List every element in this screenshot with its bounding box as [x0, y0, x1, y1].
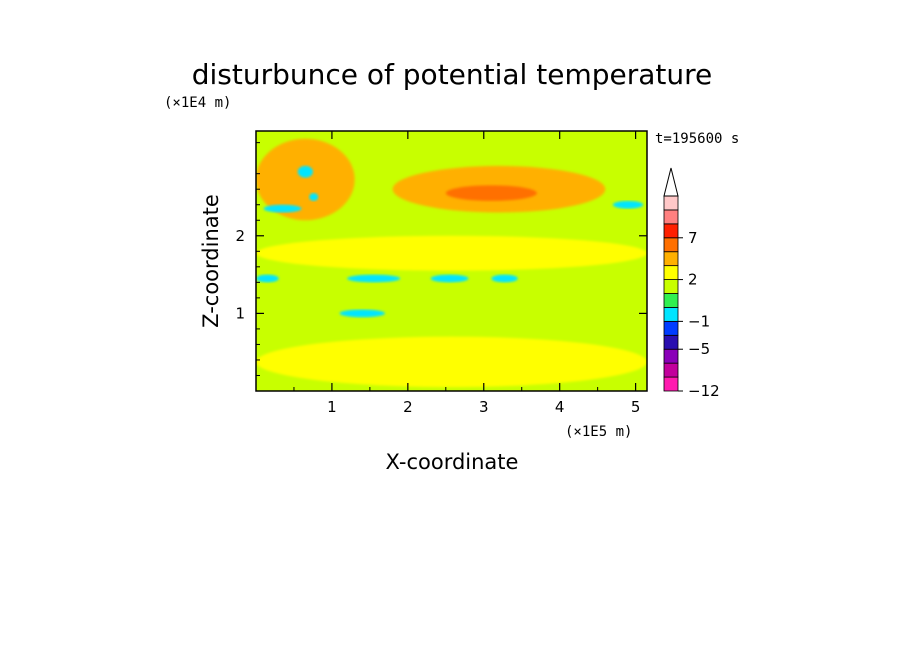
colorbar-segment-0: [663, 376, 679, 392]
x-tick-label-4: 4: [555, 398, 565, 416]
colorbar-segment-6: [663, 293, 679, 308]
contour-region-8: [263, 204, 302, 213]
colorbar-segment-8: [663, 265, 679, 280]
y-tick-label-2: 2: [235, 227, 245, 245]
colorbar-segment-10: [663, 237, 679, 253]
x-tick-label-2: 2: [403, 398, 413, 416]
contour-region-16: [612, 200, 644, 209]
colorbar-label: 7: [688, 229, 698, 247]
colorbar-label: −1: [688, 312, 710, 330]
contour-region-1: [472, 134, 553, 163]
y-tick-label-1: 1: [235, 304, 245, 322]
contour-region-3: [256, 336, 647, 388]
colorbar-segment-13: [663, 195, 679, 211]
x-axis-ticks: 1 2 3 4 5: [293, 131, 641, 416]
colorbar-segment-1: [663, 362, 679, 378]
colorbar-segment-4: [663, 320, 679, 336]
colorbar-segment-5: [663, 307, 679, 322]
colorbar-label: −5: [688, 340, 710, 358]
x-unit-label: (×1E5 m): [565, 424, 632, 440]
colorbar: −12−5−127: [663, 167, 720, 400]
contour-region-0: [256, 282, 647, 333]
colorbar-segment-3: [663, 334, 679, 350]
contour-region-10: [309, 193, 319, 201]
contour-region-2: [256, 235, 647, 271]
contour-region-11: [256, 274, 279, 283]
colorbar-segment-9: [663, 251, 679, 267]
x-tick-label-5: 5: [631, 398, 641, 416]
plot-frame: [255, 130, 648, 392]
contour-region-5: [256, 138, 355, 221]
colorbar-label: −12: [688, 382, 720, 400]
contour-region-7: [445, 185, 537, 201]
contour-region-13: [430, 274, 469, 283]
y-axis-ticks: 12: [235, 142, 647, 376]
x-tick-label-3: 3: [479, 398, 489, 416]
x-axis-label: X-coordinate: [386, 450, 519, 474]
contour-field: [256, 131, 647, 391]
contour-region-9: [297, 165, 313, 178]
colorbar-segment-2: [663, 348, 679, 364]
contour-region-15: [339, 309, 386, 318]
chart-title: disturbunce of potential temperature: [192, 58, 713, 91]
y-axis-label: Z-coordinate: [199, 194, 223, 328]
time-label: t=195600 s: [655, 131, 739, 147]
contour-region-12: [347, 274, 401, 283]
colorbar-segment-11: [663, 223, 679, 239]
x-tick-label-1: 1: [327, 398, 337, 416]
colorbar-segment-12: [663, 209, 679, 225]
colorbar-segment-7: [663, 279, 679, 294]
contour-region-14: [491, 274, 518, 283]
y-unit-label: (×1E4 m): [164, 95, 231, 111]
colorbar-label: 2: [688, 271, 698, 289]
colorbar-extend-arrow: [663, 167, 679, 197]
